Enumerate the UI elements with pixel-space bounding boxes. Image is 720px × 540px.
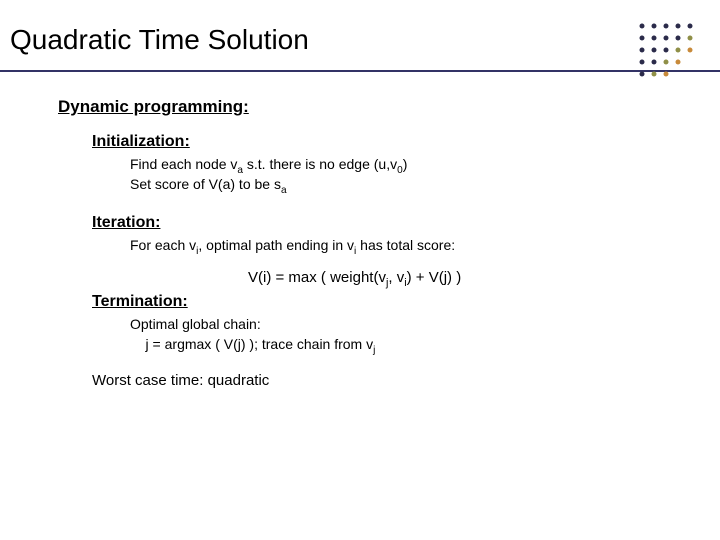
text: s.t. there is no edge (u,v [243,156,397,172]
section-heading-dynamic-programming: Dynamic programming: [58,96,720,118]
text: , v [388,269,404,286]
term-line-1: Optimal global chain: [130,315,720,333]
text: ) [403,156,408,172]
iter-line-1: For each vi, optimal path ending in vi h… [130,236,720,254]
text: , optimal path ending in v [198,237,354,253]
subheading-iteration: Iteration: [92,213,720,234]
iteration-formula: V(i) = max ( weight(vj, vi) + V(j) ) [248,268,720,288]
slide-title: Quadratic Time Solution [0,24,720,66]
init-line-1: Find each node va s.t. there is no edge … [130,155,720,173]
text: Find each node v [130,156,237,172]
subheading-termination: Termination: [92,292,720,313]
term-line-2: j = argmax ( V(j) ); trace chain from vj [130,335,720,353]
subheading-initialization: Initialization: [92,132,720,153]
corner-dot-logo [636,20,698,82]
text: j = argmax ( V(j) ); trace chain from v [130,336,373,352]
text: ) + V(j) ) [407,269,462,286]
subscript: j [373,345,375,356]
init-line-2: Set score of V(a) to be sa [130,175,720,193]
slide-body: Dynamic programming: Initialization: Fin… [0,72,720,390]
subscript: a [281,185,287,196]
text: V(i) = max ( weight(v [248,269,386,286]
worst-case-line: Worst case time: quadratic [92,371,720,391]
text: Set score of V(a) to be s [130,176,281,192]
text: For each v [130,237,196,253]
slide: Quadratic Time Solution Dynamic programm… [0,0,720,540]
text: has total score: [356,237,455,253]
